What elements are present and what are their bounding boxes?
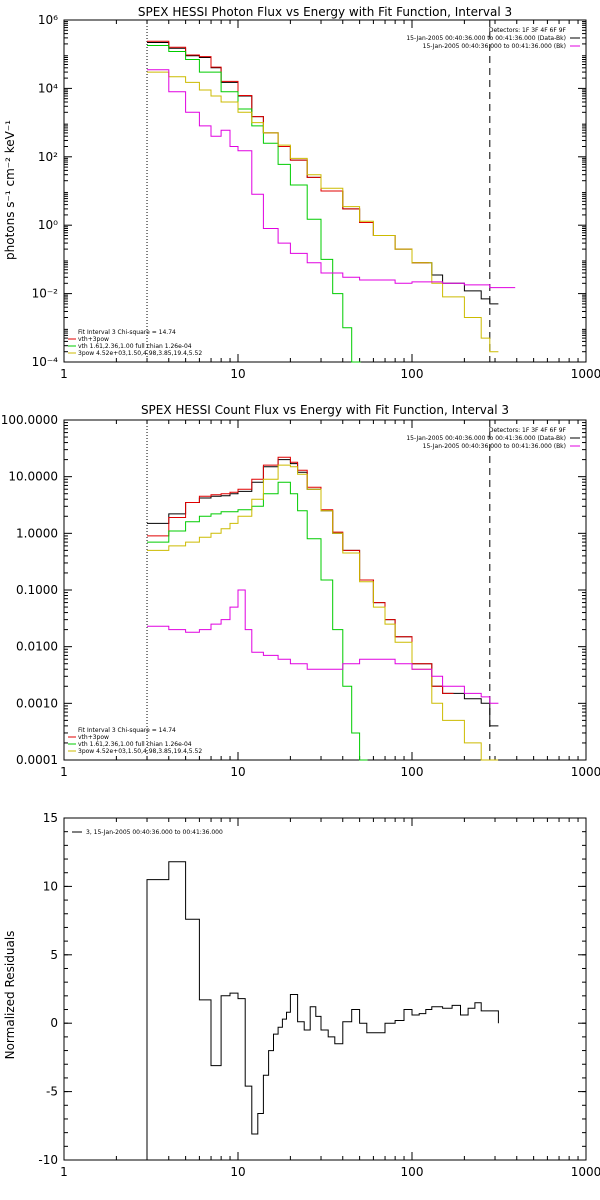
y-tick-label: 100.0000 xyxy=(1,413,58,427)
x-tick-label: 1 xyxy=(60,1165,68,1179)
count-flux-panel: SPEX HESSI Count Flux vs Energy with Fit… xyxy=(1,403,600,779)
y-tick-label: 15 xyxy=(43,811,58,825)
photon-flux-title: SPEX HESSI Photon Flux vs Energy with Fi… xyxy=(138,5,512,19)
residuals-ylabel: Normalized Residuals xyxy=(3,931,17,1060)
series-line-residuals xyxy=(146,861,499,1160)
legend-entry: Detectors: 1F 3F 4F 6F 9F xyxy=(489,27,567,34)
y-tick-label: 0.0100 xyxy=(16,640,58,654)
legend-entry: vth 1.61,2.36,1.00 full chian 1.26e-04 xyxy=(78,741,192,748)
x-tick-label: 10 xyxy=(230,1165,245,1179)
legend-entry: 15-Jan-2005 00:40:36.000 to 00:41:36.000… xyxy=(406,35,566,42)
y-tick-label: 10⁶ xyxy=(38,13,58,27)
y-tick-label: 10⁻² xyxy=(32,287,59,301)
x-tick-label: 1000 xyxy=(571,367,600,381)
x-tick-label: 100 xyxy=(401,367,424,381)
x-tick-label: 1000 xyxy=(571,765,600,779)
y-tick-label: 10⁴ xyxy=(38,81,58,95)
y-tick-label: 0 xyxy=(50,1016,58,1030)
series-line-vth-3pow xyxy=(147,456,454,694)
series-line-data-bk xyxy=(147,42,499,305)
y-tick-label: -10 xyxy=(38,1153,58,1167)
legend-entry: vth+3pow xyxy=(78,336,109,343)
y-tick-label: -5 xyxy=(46,1085,58,1099)
series-line-bk xyxy=(147,589,499,704)
photon-flux-plot-frame xyxy=(63,19,587,363)
x-tick-label: 1000 xyxy=(571,1165,600,1179)
y-tick-label: 5 xyxy=(50,948,58,962)
x-tick-label: 10 xyxy=(230,765,245,779)
y-tick-label: 0.1000 xyxy=(16,583,58,597)
y-tick-label: 10 xyxy=(43,879,58,893)
series-line-3pow xyxy=(147,71,499,353)
count-flux-title: SPEX HESSI Count Flux vs Energy with Fit… xyxy=(141,403,509,417)
x-tick-label: 1 xyxy=(60,367,68,381)
legend-entry: vth+3pow xyxy=(78,734,109,741)
legend-entry: Fit Interval 3 Chi-square = 14.74 xyxy=(78,329,176,336)
y-tick-label: 0.0010 xyxy=(16,696,58,710)
legend-entry: 15-Jan-2005 00:40:36.000 to 00:41:36.000… xyxy=(423,43,566,50)
photon-flux-ylabel: photons s⁻¹ cm⁻² keV⁻¹ xyxy=(3,120,17,260)
legend-entry: 3pow 4.52e+03,1.50,4.98,3.85,19.4,5.52 xyxy=(78,350,202,357)
x-tick-label: 1 xyxy=(60,765,68,779)
series-line-bk xyxy=(147,69,516,289)
series-line-vth xyxy=(147,481,368,761)
x-tick-label: 10 xyxy=(230,367,245,381)
y-tick-label: 10⁰ xyxy=(38,218,58,232)
series-line-vth xyxy=(147,45,361,363)
legend-entry: Detectors: 1F 3F 4F 6F 9F xyxy=(489,427,567,434)
y-tick-label: 10.0000 xyxy=(8,470,58,484)
legend-entry: vth 1.61,2.36,1.00 full chian 1.26e-04 xyxy=(78,343,192,350)
y-tick-label: 10² xyxy=(38,150,58,164)
residuals-panel: Normalized Residuals 1 10 100 1000 -10 -5 0 5 10… xyxy=(3,811,600,1179)
residuals-plot-frame xyxy=(63,817,587,1161)
x-tick-label: 100 xyxy=(401,1165,424,1179)
legend-entry: Fit Interval 3 Chi-square = 14.74 xyxy=(78,727,176,734)
y-tick-label: 10⁻⁴ xyxy=(32,355,59,369)
count-flux-plot-frame xyxy=(63,419,587,761)
x-tick-label: 100 xyxy=(401,765,424,779)
series-line-vth-3pow xyxy=(147,40,429,264)
y-tick-label: 0.0001 xyxy=(16,753,58,767)
legend-entry: 3pow 4.52e+03,1.50,4.98,3.85,19.4,5.52 xyxy=(78,748,202,755)
photon-flux-panel: SPEX HESSI Photon Flux vs Energy with Fi… xyxy=(3,5,600,381)
legend-entry: 15-Jan-2005 00:40:36.000 to 00:41:36.000… xyxy=(406,435,566,442)
legend-entry: 3, 15-Jan-2005 00:40:36.000 to 00:41:36.… xyxy=(86,829,223,836)
y-tick-label: 1.0000 xyxy=(16,526,58,540)
legend-entry: 15-Jan-2005 00:40:36.000 to 00:41:36.000… xyxy=(423,443,566,450)
